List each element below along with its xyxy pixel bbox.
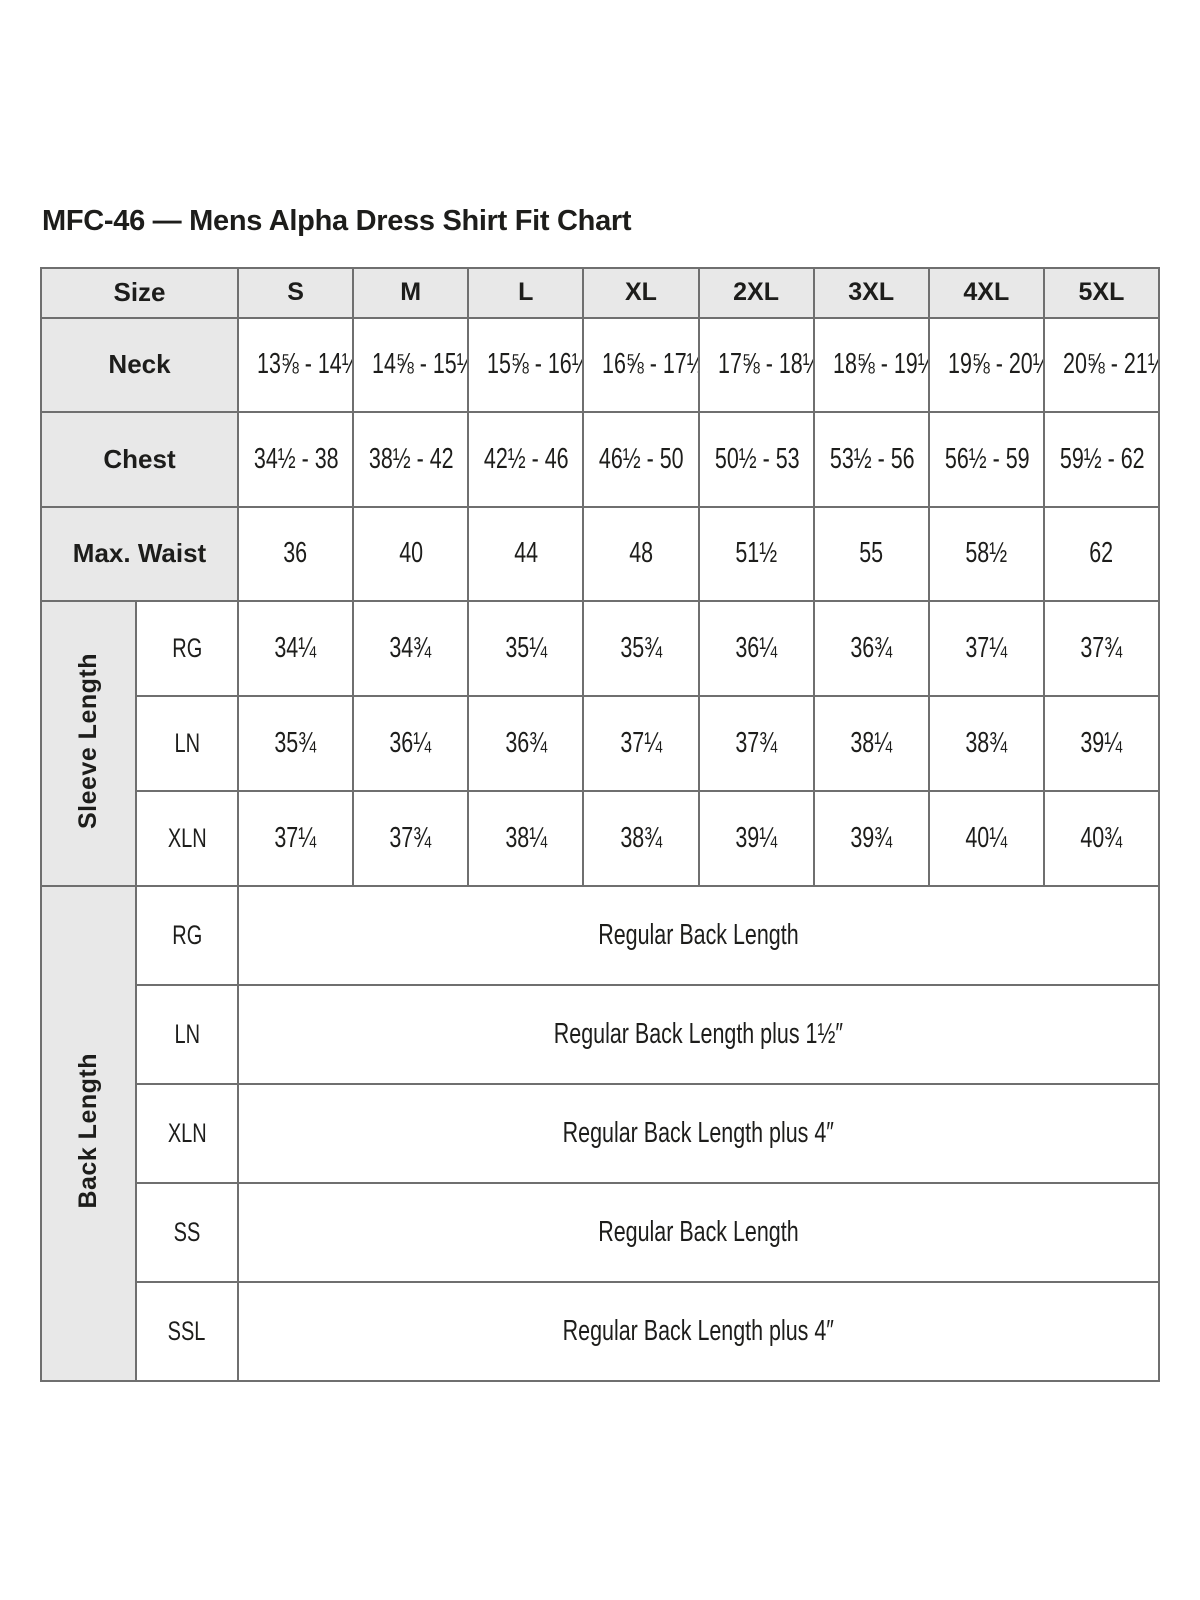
back-rg-row: Back Length RG Regular Back Length	[40, 884, 1160, 1382]
back-ssl-row: SSL Regular Back Length plus 4″	[41, 1280, 1160, 1382]
sleeve-length-section-label: Sleeve Length	[74, 652, 102, 829]
chest-value-cell: 46½ - 50	[582, 410, 700, 508]
sleeve-rg-value-cell: 36¼	[697, 599, 815, 697]
neck-value-cell: 14⅝ - 15½	[352, 316, 470, 413]
sleeve-xln-value-cell: 40¼	[927, 789, 1045, 887]
neck-value-cell: 19⅝ - 20½	[927, 316, 1045, 413]
chest-label-cell: Chest	[40, 410, 239, 508]
neck-value-cell: 17⅝ - 18½	[697, 316, 815, 413]
sleeve-xln-row: XLN 37¼ 37¾ 38¼ 38¾ 39¼ 39¾ 40¼ 40¾	[41, 789, 1161, 887]
sleeve-xln-value-cell: 37¾	[352, 789, 470, 887]
back-ss-value-cell: Regular Back Length	[237, 1181, 1160, 1283]
sleeve-rg-value-cell: 35¼	[467, 599, 585, 697]
sleeve-ln-value-cell: 38¼	[812, 694, 930, 792]
back-fit-code-cell: SSL	[135, 1280, 239, 1382]
sleeve-ln-value-cell: 37¾	[697, 694, 815, 792]
sleeve-xln-value-cell: 39¼	[697, 789, 815, 887]
size-col-header-4xl: 4XL	[927, 266, 1045, 319]
back-length-section-label-cell: Back Length	[40, 884, 137, 1382]
sleeve-rg-value-cell: 36¾	[812, 599, 930, 697]
size-header-row: Size S M L XL 2XL 3XL 4XL 5XL	[40, 266, 1161, 319]
sleeve-rg-row: Sleeve Length RG 34¼ 34¾ 35¼ 35¾ 36¼ 36¾…	[40, 599, 1161, 887]
back-rg-value-cell: Regular Back Length	[237, 884, 1160, 986]
page-title: MFC-46 — Mens Alpha Dress Shirt Fit Char…	[42, 205, 632, 237]
sleeve-rg-value-cell: 34¼	[236, 599, 355, 697]
neck-row: Neck 13⅝ - 14½ 14⅝ - 15½ 15⅝ - 16½ 16⅝ -…	[40, 316, 1161, 413]
back-fit-code-cell: XLN	[135, 1082, 239, 1184]
max-waist-value-cell: 62	[1042, 505, 1161, 602]
back-xln-value-cell: Regular Back Length plus 4″	[237, 1082, 1160, 1184]
back-fit-code-cell: SS	[135, 1181, 239, 1283]
sleeve-ln-value-cell: 37¼	[582, 694, 700, 792]
back-ss-row: SS Regular Back Length	[41, 1181, 1160, 1283]
fit-chart-table: Size S M L XL 2XL 3XL 4XL 5XL Neck 13⅝ -…	[40, 266, 1161, 1382]
sleeve-fit-code-cell: LN	[135, 694, 239, 792]
back-length-section-label: Back Length	[74, 1053, 102, 1209]
chest-value-cell: 34½ - 38	[236, 410, 355, 508]
sleeve-xln-value-cell: 37¼	[236, 789, 355, 887]
sleeve-ln-value-cell: 35¾	[236, 694, 355, 792]
back-ssl-value-cell: Regular Back Length plus 4″	[237, 1280, 1160, 1382]
size-col-header-3xl: 3XL	[812, 266, 930, 319]
max-waist-value-cell: 55	[812, 505, 930, 602]
chest-value-cell: 50½ - 53	[697, 410, 815, 508]
chest-value-cell: 42½ - 46	[467, 410, 585, 508]
size-col-header-l: L	[467, 266, 585, 319]
size-col-header-m: M	[352, 266, 470, 319]
sleeve-ln-value-cell: 36¼	[352, 694, 470, 792]
size-col-header-5xl: 5XL	[1042, 266, 1161, 319]
sleeve-fit-code-cell: XLN	[135, 789, 239, 887]
size-col-header-xl: XL	[582, 266, 700, 319]
sleeve-fit-code-cell: RG	[135, 599, 239, 697]
sleeve-xln-value-cell: 38¾	[582, 789, 700, 887]
neck-value-cell: 18⅝ - 19½	[812, 316, 930, 413]
neck-value-cell: 16⅝ - 17½	[582, 316, 700, 413]
sleeve-rg-value-cell: 34¾	[352, 599, 470, 697]
back-ln-row: LN Regular Back Length plus 1½″	[41, 983, 1160, 1085]
chest-row: Chest 34½ - 38 38½ - 42 42½ - 46 46½ - 5…	[40, 410, 1161, 508]
chest-value-cell: 56½ - 59	[927, 410, 1045, 508]
chest-value-cell: 59½ - 62	[1042, 410, 1161, 508]
back-xln-row: XLN Regular Back Length plus 4″	[41, 1082, 1160, 1184]
max-waist-value-cell: 44	[467, 505, 585, 602]
sleeve-xln-value-cell: 39¾	[812, 789, 930, 887]
size-col-header-s: S	[236, 266, 355, 319]
back-fit-code-cell: LN	[135, 983, 239, 1085]
sleeve-rg-value-cell: 37¼	[927, 599, 1045, 697]
max-waist-value-cell: 58½	[927, 505, 1045, 602]
neck-value-cell: 15⅝ - 16½	[467, 316, 585, 413]
max-waist-value-cell: 51½	[697, 505, 815, 602]
sleeve-ln-value-cell: 38¾	[927, 694, 1045, 792]
sleeve-ln-value-cell: 36¾	[467, 694, 585, 792]
neck-value-cell: 20⅝ - 21½	[1042, 316, 1161, 413]
sleeve-xln-value-cell: 38¼	[467, 789, 585, 887]
max-waist-label-cell: Max. Waist	[40, 505, 239, 602]
max-waist-row: Max. Waist 36 40 44 48 51½ 55 58½ 62	[40, 505, 1161, 602]
size-col-header-2xl: 2XL	[697, 266, 815, 319]
max-waist-value-cell: 36	[236, 505, 355, 602]
back-ln-value-cell: Regular Back Length plus 1½″	[237, 983, 1160, 1085]
size-corner-cell: Size	[40, 266, 239, 319]
neck-value-cell: 13⅝ - 14½	[236, 316, 355, 413]
sleeve-xln-value-cell: 40¾	[1042, 789, 1161, 887]
sleeve-ln-value-cell: 39¼	[1042, 694, 1161, 792]
max-waist-value-cell: 40	[352, 505, 470, 602]
chest-value-cell: 38½ - 42	[352, 410, 470, 508]
neck-label-cell: Neck	[40, 316, 239, 413]
max-waist-value-cell: 48	[582, 505, 700, 602]
sleeve-rg-value-cell: 35¾	[582, 599, 700, 697]
sleeve-rg-value-cell: 37¾	[1042, 599, 1161, 697]
sleeve-length-section-label-cell: Sleeve Length	[40, 599, 137, 887]
sleeve-ln-row: LN 35¾ 36¼ 36¾ 37¼ 37¾ 38¼ 38¾ 39¼	[41, 694, 1161, 792]
back-fit-code-cell: RG	[135, 884, 239, 986]
chest-value-cell: 53½ - 56	[812, 410, 930, 508]
